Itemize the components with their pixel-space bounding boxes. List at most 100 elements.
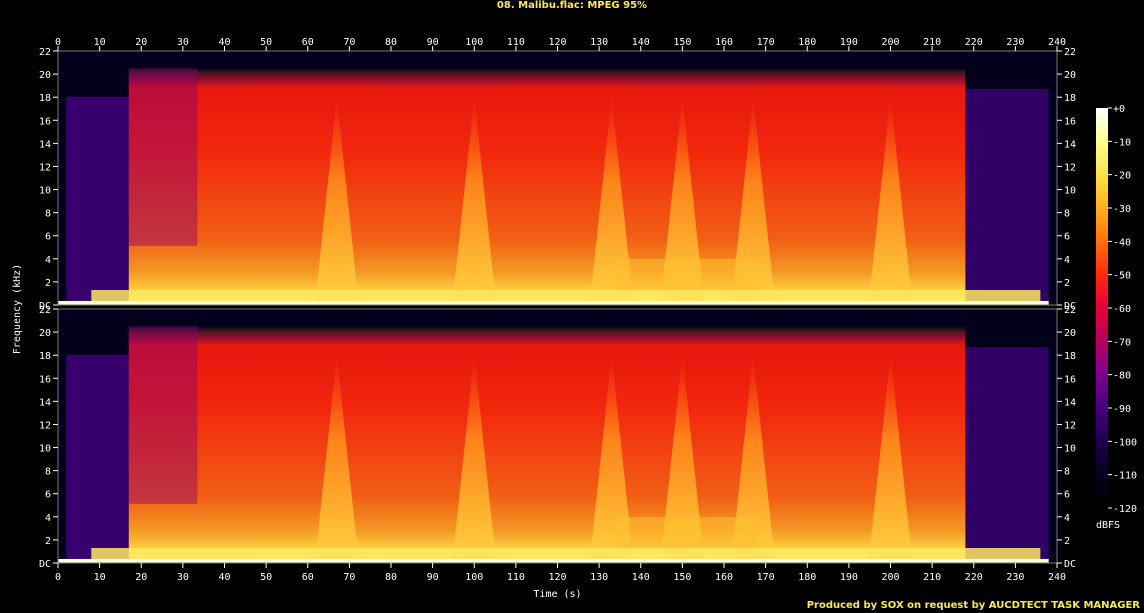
y-tick-label: 4 <box>1064 255 1070 266</box>
colorbar-tick-label: -90 <box>1113 404 1131 415</box>
x-tick-label: 190 <box>840 37 858 48</box>
y-tick-label: 16 <box>39 374 51 385</box>
y-tick-label: 14 <box>39 397 51 408</box>
sweep-4 <box>660 96 705 305</box>
x-axis-label: Time (s) <box>533 589 581 600</box>
colorbar-tick-label: -120 <box>1113 504 1137 515</box>
x-tick-label: 90 <box>427 37 439 48</box>
x-tick-label: 190 <box>840 572 858 583</box>
y-tick-label: 22 <box>1064 305 1076 316</box>
main-spectrum-body <box>128 326 966 563</box>
x-tick-label: 90 <box>427 572 439 583</box>
colorbar-label: dBFS <box>1096 520 1120 531</box>
y-tick-label: 12 <box>1064 162 1076 173</box>
y-tick-label: 18 <box>1064 93 1076 104</box>
x-tick-label: 130 <box>590 37 608 48</box>
x-tick-label: 210 <box>923 37 941 48</box>
x-tick-label: 20 <box>135 572 147 583</box>
x-tick-label: 60 <box>302 37 314 48</box>
colorbar-tick-label: -70 <box>1113 337 1131 348</box>
colorbar-tick-label: -40 <box>1113 237 1131 248</box>
colorbar-group: +0 -10 -20 -30 -40 -50 -60 -70 -80 -90 -100 -110 -12… <box>1096 104 1137 531</box>
chart-title: 08. Malibu.flac: MPEG 95% <box>496 0 648 11</box>
main-spectrum-body <box>128 68 966 306</box>
y-tick-label: 6 <box>1064 232 1070 243</box>
y-tick-label: 14 <box>39 139 51 150</box>
x-tick-label: 0 <box>55 572 61 583</box>
sweep-5 <box>731 354 776 563</box>
y-tick-label: 14 <box>1064 397 1076 408</box>
x-tick-label: 0 <box>55 37 61 48</box>
y-tick-label: 22 <box>39 305 51 316</box>
x-tick-label: 40 <box>218 572 230 583</box>
colorbar-tick-label: -10 <box>1113 137 1131 148</box>
dc-line <box>58 558 1049 563</box>
x-tick-label: 110 <box>507 37 525 48</box>
x-tick-label: 10 <box>94 37 106 48</box>
x-tick-label: 80 <box>385 572 397 583</box>
y-tick-label: 22 <box>1064 47 1076 58</box>
y-tick-label: 4 <box>45 513 51 524</box>
y-tick-label: DC <box>39 301 51 312</box>
x-tick-label: 220 <box>965 37 983 48</box>
busy-segment <box>615 516 758 550</box>
y-tick-label: 2 <box>1064 278 1070 289</box>
x-tick-label: 40 <box>218 37 230 48</box>
colorbar-tick-label: -100 <box>1113 437 1137 448</box>
x-tick-label: 100 <box>465 572 483 583</box>
y-tick-label: 10 <box>39 186 51 197</box>
colorbar-tick-label: -110 <box>1113 471 1137 482</box>
colorbar-tick-label: +0 <box>1113 104 1125 115</box>
x-tick-label: 20 <box>135 37 147 48</box>
x-tick-label: 150 <box>673 572 691 583</box>
spectrogram-panels <box>57 50 1058 564</box>
fade-out-region <box>965 89 1049 305</box>
y-tick-label: 6 <box>45 490 51 501</box>
colorbar-tick-label: -60 <box>1113 304 1131 315</box>
x-tick-label: 30 <box>177 37 189 48</box>
y-tick-label: 16 <box>39 116 51 127</box>
x-tick-label: 120 <box>548 37 566 48</box>
channel-panel-1 <box>57 50 1058 306</box>
sweep-1 <box>314 354 359 563</box>
sweep-3 <box>589 354 634 563</box>
sweep-6 <box>868 96 913 305</box>
x-tick-label: 70 <box>343 572 355 583</box>
sweep-3 <box>589 96 634 305</box>
colorbar-tick-label: -50 <box>1113 271 1131 282</box>
y-tick-label: 12 <box>39 162 51 173</box>
sweep-1 <box>314 96 359 305</box>
x-tick-label: 200 <box>881 572 899 583</box>
y-tick-label: DC <box>39 559 51 570</box>
intro-section <box>128 68 198 246</box>
y-tick-label: DC <box>1064 301 1076 312</box>
x-tick-label: 240 <box>1048 572 1066 583</box>
y-tick-label: 10 <box>39 444 51 455</box>
x-tick-label: 170 <box>757 37 775 48</box>
y-tick-label: 8 <box>45 209 51 220</box>
y-tick-label: 20 <box>1064 70 1076 81</box>
sweep-4 <box>660 354 705 563</box>
y-tick-label: 4 <box>45 255 51 266</box>
x-tick-label: 150 <box>673 37 691 48</box>
y-tick-label: 8 <box>1064 467 1070 478</box>
y-tick-label: 20 <box>39 70 51 81</box>
y-tick-label: DC <box>1064 559 1076 570</box>
y-tick-label: 10 <box>1064 444 1076 455</box>
colorbar-tick-label: -30 <box>1113 204 1131 215</box>
x-tick-label: 230 <box>1006 37 1024 48</box>
intro-section <box>128 326 198 504</box>
fade-out-region <box>965 347 1049 563</box>
x-tick-label: 110 <box>507 572 525 583</box>
y-tick-label: 12 <box>1064 420 1076 431</box>
x-tick-label: 160 <box>715 572 733 583</box>
y-axis-label: Frequency (kHz) <box>12 264 23 354</box>
x-tick-label: 140 <box>632 572 650 583</box>
y-tick-label: 8 <box>1064 209 1070 220</box>
x-tick-label: 140 <box>632 37 650 48</box>
y-tick-label: 2 <box>45 536 51 547</box>
x-tick-label: 180 <box>798 37 816 48</box>
y-tick-label: 2 <box>1064 536 1070 547</box>
y-tick-label: 18 <box>39 93 51 104</box>
